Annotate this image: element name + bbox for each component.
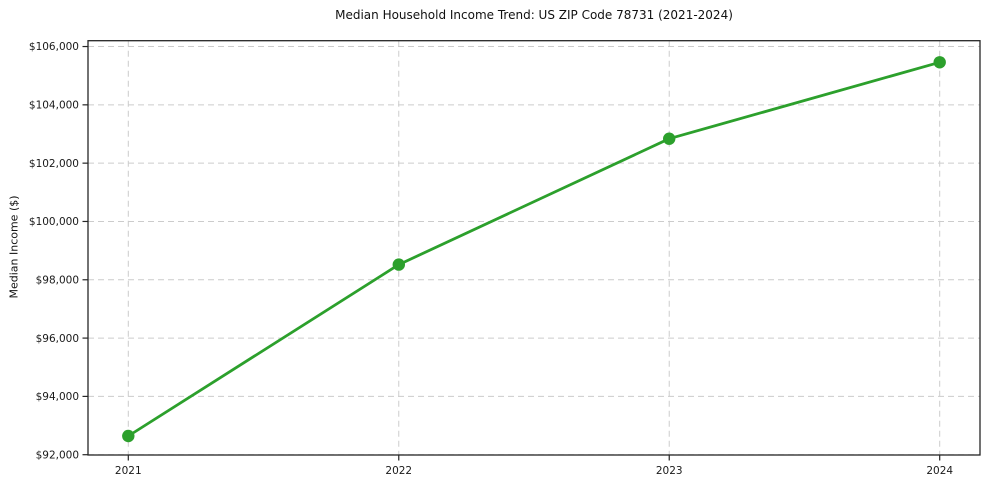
data-point <box>933 56 946 69</box>
data-point <box>122 429 135 443</box>
x-tick-label: 2024 <box>926 465 953 477</box>
y-tick-label: $94,000 <box>36 391 79 403</box>
x-tick-label: 2022 <box>385 465 412 477</box>
y-tick-label: $98,000 <box>36 274 79 286</box>
chart-title: Median Household Income Trend: US ZIP Co… <box>335 8 733 22</box>
y-tick-label: $102,000 <box>29 158 79 170</box>
plot-border <box>87 40 981 456</box>
y-tick-label: $106,000 <box>29 41 79 53</box>
y-tick-label: $96,000 <box>36 333 79 345</box>
trend-line <box>126 60 942 438</box>
data-point <box>392 258 405 271</box>
data-point <box>663 132 676 145</box>
x-tick-label: 2021 <box>115 465 142 477</box>
x-tick-label: 2023 <box>656 465 683 477</box>
y-tick-label: $100,000 <box>29 216 79 228</box>
y-tick-label: $92,000 <box>36 449 79 461</box>
y-tick-label: $104,000 <box>29 100 79 112</box>
